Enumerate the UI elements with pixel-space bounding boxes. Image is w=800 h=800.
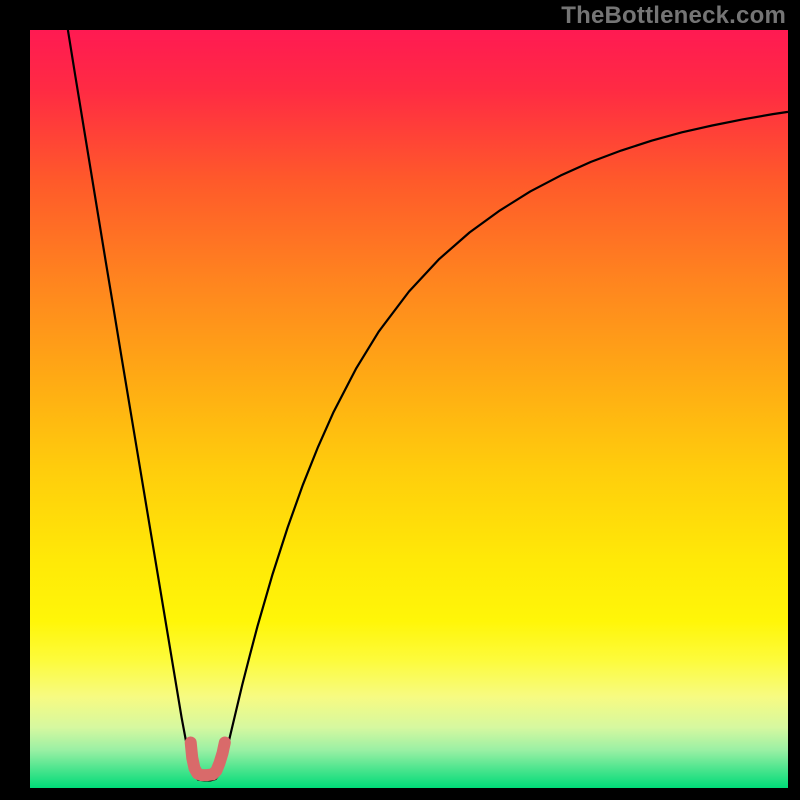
- chart-background: [30, 30, 788, 788]
- watermark-label: TheBottleneck.com: [561, 2, 786, 30]
- chart-svg: [30, 30, 788, 788]
- plot-area: [30, 30, 788, 788]
